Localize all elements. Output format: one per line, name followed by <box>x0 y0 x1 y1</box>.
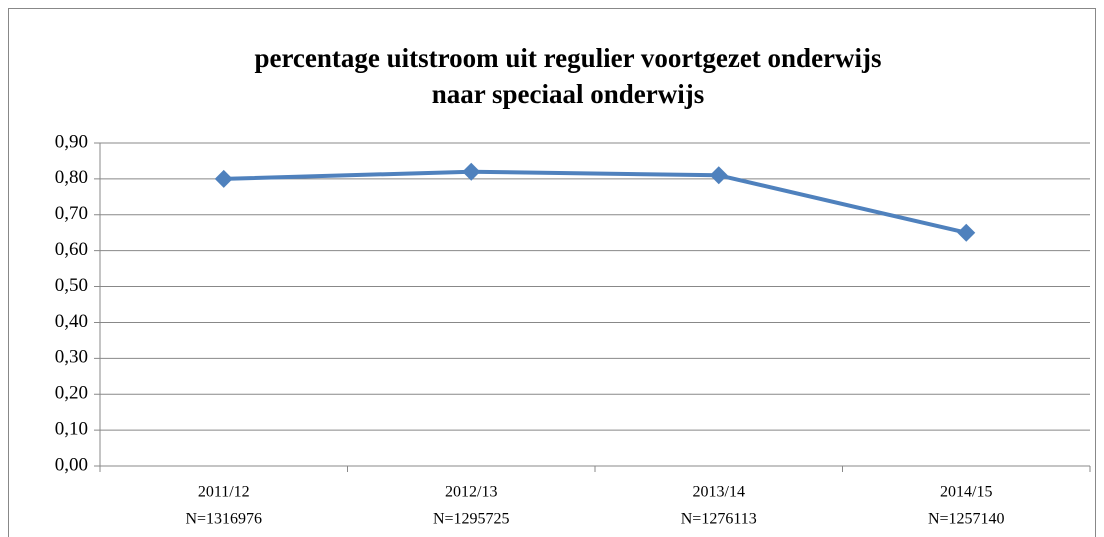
x-tick-label: N=1316976 <box>185 511 262 528</box>
chart-border <box>8 8 1096 537</box>
y-tick-label: 0,20 <box>55 383 88 404</box>
marker <box>957 223 976 242</box>
chart-title: percentage uitstroom uit regulier voortg… <box>254 43 881 73</box>
y-tick-label: 0,40 <box>55 311 88 332</box>
y-tick-label: 0,70 <box>55 203 88 224</box>
x-tick-label: 2011/12 <box>198 484 250 501</box>
y-tick-label: 0,10 <box>55 418 88 439</box>
y-tick-label: 0,50 <box>55 275 88 296</box>
marker <box>214 169 233 188</box>
marker <box>709 166 728 185</box>
marker <box>462 162 481 181</box>
x-tick-label: 2014/15 <box>940 484 992 501</box>
x-tick-label: N=1276113 <box>681 511 757 528</box>
y-tick-label: 0,80 <box>55 167 88 188</box>
chart-title: naar speciaal onderwijs <box>432 79 705 109</box>
x-tick-label: 2012/13 <box>445 484 497 501</box>
y-tick-label: 0,00 <box>55 454 88 475</box>
y-tick-label: 0,30 <box>55 347 88 368</box>
y-tick-label: 0,60 <box>55 239 88 260</box>
x-tick-label: N=1295725 <box>433 511 510 528</box>
line <box>223 169 967 235</box>
y-tick-label: 0,90 <box>55 131 88 152</box>
x-tick-label: 2013/14 <box>693 484 745 501</box>
x-tick-label: N=1257140 <box>928 511 1005 528</box>
